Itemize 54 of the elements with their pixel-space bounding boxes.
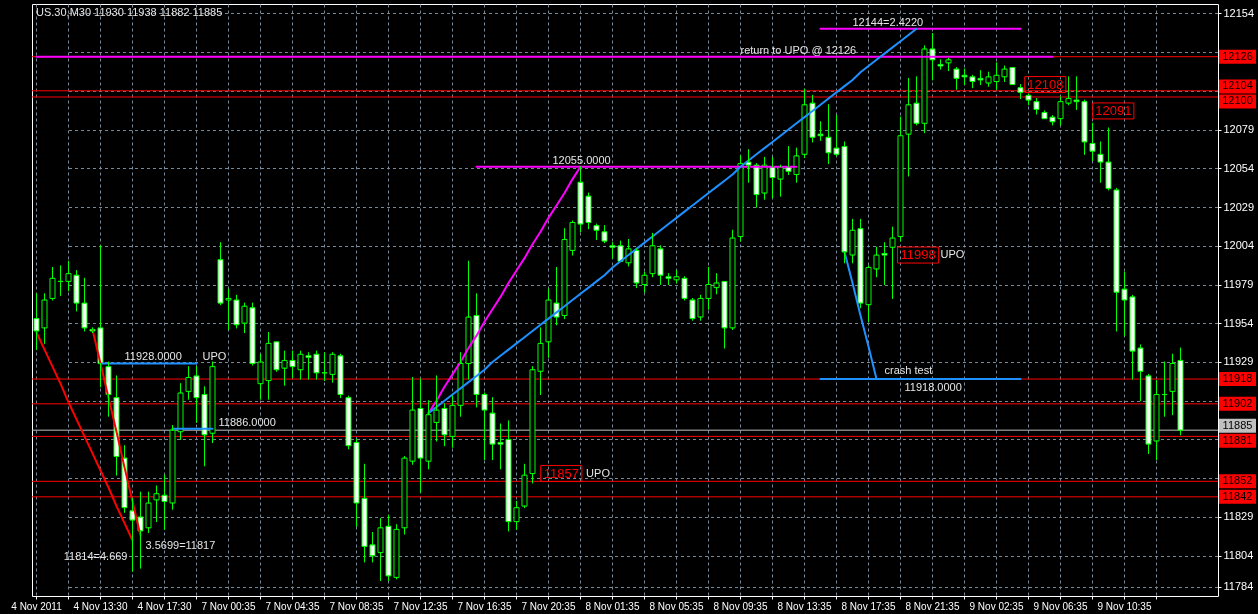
ref-line-label: 11852: [1222, 474, 1253, 487]
x-tick-label: 9 Nov 10:35: [1097, 600, 1152, 612]
y-tick-label: 11784: [1223, 580, 1254, 593]
annotation: 12091: [1095, 102, 1132, 118]
ref-line-label: 12100: [1222, 94, 1253, 107]
ref-line-label: 11842: [1222, 489, 1253, 502]
x-tick-label: 7 Nov 08:35: [329, 600, 384, 612]
annotation: 11998: [900, 247, 936, 263]
x-tick-label: 9 Nov 06:35: [1033, 600, 1088, 612]
x-tick-label: 8 Nov 09:35: [713, 600, 768, 612]
x-tick-label: 7 Nov 12:35: [393, 600, 448, 612]
y-tick-label: 12154: [1223, 6, 1255, 19]
x-tick-label: 8 Nov 21:35: [905, 600, 960, 612]
annotation: crash test: [884, 364, 933, 377]
annotation: 11928.0000: [124, 349, 182, 362]
annotation: 11857: [543, 465, 579, 481]
x-tick-label: 8 Nov 13:35: [777, 600, 832, 612]
x-tick-label: 7 Nov 04:35: [265, 600, 320, 612]
annotation: 12144=2.4220: [852, 15, 924, 28]
chart-title: US.30,M30 11930 11938 11882 11885: [36, 6, 223, 18]
x-tick-label: 4 Nov 17:30: [137, 600, 192, 612]
annotation: 11918.0000: [904, 381, 962, 394]
y-tick-label: 12054: [1223, 161, 1255, 174]
annotation: 3.5699=11817: [145, 539, 216, 551]
x-tick-label: 7 Nov 20:35: [521, 600, 576, 612]
y-tick-label: 11929: [1223, 355, 1254, 368]
annotation: 12055.0000: [552, 153, 611, 166]
y-tick-label: 12079: [1223, 123, 1255, 136]
y-tick-label: 11829: [1223, 510, 1254, 523]
ref-line-label: 12126: [1222, 49, 1253, 62]
x-tick-label: 8 Nov 01:35: [585, 600, 640, 612]
x-tick-label: 8 Nov 05:35: [649, 600, 704, 612]
ref-line-label: 11885: [1222, 418, 1253, 431]
annotation: UPO: [202, 349, 227, 362]
ref-line-label: 11918: [1222, 372, 1253, 385]
annotation: UPO: [940, 248, 965, 261]
y-tick-label: 11979: [1223, 278, 1254, 290]
x-tick-label: 9 Nov 02:35: [969, 600, 1024, 612]
y-tick-label: 12029: [1223, 200, 1255, 213]
y-tick-label: 11804: [1223, 549, 1254, 562]
annotation: UPO: [586, 466, 611, 479]
x-tick-label: 8 Nov 17:35: [841, 600, 896, 612]
ref-line-label: 11902: [1222, 396, 1253, 409]
x-tick-label: 4 Nov 2011: [11, 600, 63, 612]
ref-line-label: 11881: [1222, 433, 1253, 446]
annotation: 12108: [1027, 76, 1064, 92]
annotation: 11814=4.669: [63, 550, 128, 562]
x-tick-label: 4 Nov 13:30: [73, 600, 128, 612]
x-tick-label: 7 Nov 00:35: [201, 600, 256, 612]
y-tick-label: 12004: [1223, 239, 1255, 252]
ref-line-label: 12104: [1222, 79, 1253, 92]
y-tick-label: 11954: [1223, 316, 1254, 329]
annotation: 11886.0000: [218, 415, 276, 428]
x-tick-label: 7 Nov 16:35: [457, 600, 512, 612]
